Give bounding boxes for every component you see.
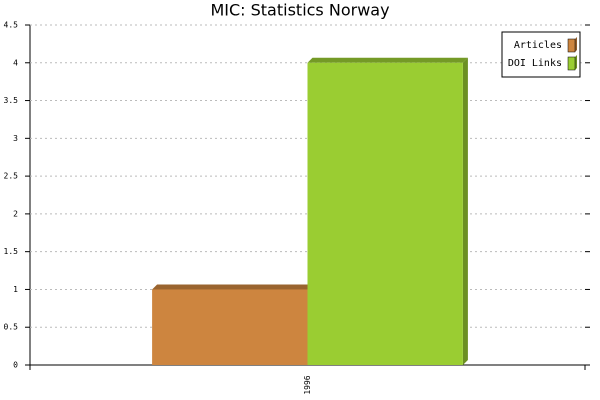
- y-tick-label: 1: [13, 285, 18, 294]
- y-tick-label: 3: [13, 134, 18, 143]
- bar: [307, 62, 463, 366]
- y-tick-label: 1.5: [4, 247, 19, 256]
- y-tick-label: 4: [13, 58, 18, 67]
- y-tick-label: 0.5: [4, 323, 19, 332]
- bar-top: [152, 284, 313, 290]
- legend-swatch-side: [575, 37, 577, 52]
- legend-label: Articles: [514, 40, 562, 51]
- y-tick-label: 3.5: [4, 96, 19, 105]
- legend-swatch: [567, 38, 576, 53]
- legend-swatch-side: [575, 55, 577, 70]
- bar-side: [462, 57, 468, 366]
- legend-swatch: [567, 56, 576, 71]
- bar-top: [307, 57, 468, 63]
- legend-label: DOI Links: [508, 58, 562, 69]
- bar: [152, 289, 308, 365]
- y-tick-label: 2.5: [4, 172, 19, 181]
- y-tick-label: 4.5: [4, 21, 19, 30]
- x-tick-label: 1996: [303, 375, 312, 394]
- y-tick-label: 2: [13, 209, 18, 218]
- legend-box: [501, 31, 581, 78]
- chart-title: MIC: Statistics Norway: [210, 1, 389, 20]
- y-tick-label: 0: [13, 361, 18, 370]
